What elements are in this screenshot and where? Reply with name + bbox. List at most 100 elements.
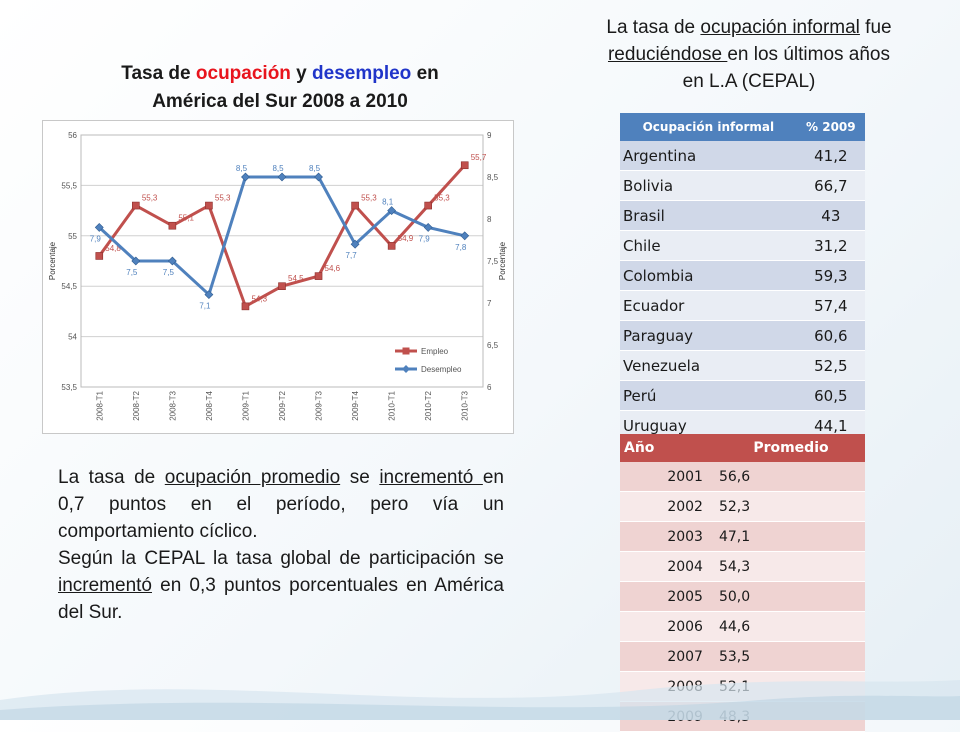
data-label: 7,7	[346, 251, 358, 260]
data-point-empleo	[460, 161, 469, 170]
right-tick-label: 7	[487, 299, 492, 308]
data-point-desempleo	[131, 256, 141, 266]
data-label: 54,6	[325, 264, 341, 273]
chart-title: Tasa de ocupación y desempleo en América…	[60, 60, 500, 116]
x-tick-label: 2009-T2	[278, 390, 287, 420]
right-heading-text1: La tasa de	[606, 17, 701, 38]
average-cell: 54,3	[716, 551, 865, 582]
right-axis-label: Porcentaje	[498, 241, 507, 280]
data-label: 54,8	[105, 244, 121, 253]
line-chart: 53,5 54 54,5 55 55,5 56 6 6,5 7 7,5 8 8,5 9 2008-T1 20…	[48, 131, 507, 421]
year-cell: 2005	[620, 581, 717, 612]
percent-cell: 57,4	[796, 290, 865, 321]
right-heading: La tasa de ocupación informal fue reduci…	[560, 14, 938, 95]
x-tick-label: 2008-T3	[168, 390, 177, 420]
data-point-empleo	[205, 201, 213, 210]
right-tick-label: 6	[487, 383, 492, 392]
percent-cell: 31,2	[796, 230, 865, 261]
year-cell: 2001	[620, 462, 717, 492]
left-tick-label: 54	[68, 333, 77, 342]
x-tick-label: 2010-T2	[424, 390, 433, 420]
table-row: 2004 54,3	[620, 551, 865, 582]
table-row: 2001 56,6	[620, 462, 865, 492]
country-cell: Brasil	[620, 200, 797, 231]
table-row: 2002 52,3	[620, 491, 865, 522]
year-cell: 2003	[620, 521, 717, 552]
left-tick-label: 55	[68, 232, 77, 241]
header-promedio: Promedio	[716, 434, 865, 462]
country-cell: Argentina	[620, 141, 797, 171]
decorative-wave	[0, 680, 960, 720]
table-row: Paraguay 60,6	[620, 320, 865, 351]
percent-cell: 66,7	[796, 170, 865, 201]
data-point-empleo	[314, 272, 323, 280]
p1-underlined-a: ocupación promedio	[164, 467, 341, 488]
right-heading-underlined2: reduciéndose	[607, 44, 728, 65]
table-row: 2003 47,1	[620, 521, 865, 552]
table-header-row: Año Promedio	[620, 434, 865, 462]
average-cell: 56,6	[716, 462, 865, 492]
left-tick-label: 53,5	[61, 383, 77, 392]
p1-text-b: se	[340, 467, 370, 488]
right-heading-text3: en los últimos años	[727, 44, 891, 65]
left-axis-label: Porcentaje	[48, 241, 57, 280]
year-cell: 2002	[620, 491, 717, 522]
left-tick-label: 54,5	[61, 282, 77, 291]
table-header-row: Ocupación informal % 2009	[620, 113, 865, 141]
left-tick-label: 55,5	[61, 181, 77, 190]
chart-title-part5: en	[411, 63, 439, 84]
data-point-desempleo	[460, 231, 470, 241]
percent-cell: 60,5	[796, 380, 865, 411]
paragraph-2: Según la CEPAL la tasa global de partici…	[58, 545, 504, 626]
header-percent-2009: % 2009	[796, 113, 865, 141]
country-cell: Bolivia	[620, 170, 797, 201]
table-row: Venezuela 52,5	[620, 350, 865, 381]
p2-text-b: en 0,3 puntos porcentuales en América de…	[58, 575, 504, 623]
table-row: Bolivia 66,7	[620, 170, 865, 201]
paragraph-1: La tasa de ocupación promedio se increme…	[58, 464, 504, 545]
legend-marker	[402, 347, 410, 355]
right-heading-underlined1: ocupación informal	[700, 17, 860, 38]
average-cell: 47,1	[716, 521, 865, 552]
chart-title-desempleo: desempleo	[312, 63, 412, 84]
data-label: 54,3	[251, 294, 267, 303]
year-cell: 2007	[620, 641, 717, 672]
x-tick-label: 2009-T4	[351, 390, 360, 420]
data-point-desempleo	[277, 172, 287, 182]
data-point-empleo	[278, 282, 286, 290]
data-point-desempleo	[94, 222, 104, 232]
table-row: Brasil 43	[620, 200, 865, 231]
data-label: 8,5	[309, 164, 321, 173]
data-point-desempleo	[167, 256, 177, 266]
data-label: 54,5	[288, 274, 304, 283]
data-label: 7,9	[419, 234, 431, 243]
informal-occupation-table: Ocupación informal % 2009 Argentina 41,2 B…	[620, 113, 865, 441]
country-cell: Perú	[620, 380, 797, 411]
header-ano: Año	[620, 434, 717, 462]
chart-title-part1: Tasa de	[121, 63, 196, 84]
x-tick-label: 2009-T3	[315, 390, 324, 420]
data-point-empleo	[351, 201, 359, 210]
chart-container: 53,5 54 54,5 55 55,5 56 6 6,5 7 7,5 8 8,5 9 2008-T1 20…	[42, 120, 514, 434]
data-label: 54,9	[398, 234, 414, 243]
percent-cell: 59,3	[796, 260, 865, 291]
table-row: Chile 31,2	[620, 230, 865, 261]
data-point-desempleo	[423, 222, 433, 232]
data-label: 8,1	[382, 198, 394, 207]
average-cell: 44,6	[716, 611, 865, 642]
table-row: 2005 50,0	[620, 581, 865, 612]
data-label: 55,7	[471, 153, 487, 162]
country-cell: Venezuela	[620, 350, 797, 381]
percent-cell: 60,6	[796, 320, 865, 351]
data-label: 55,3	[142, 194, 158, 203]
legend-label: Desempleo	[421, 365, 462, 374]
data-label: 55,1	[178, 214, 194, 223]
data-label: 7,8	[455, 243, 467, 252]
year-cell: 2004	[620, 551, 717, 582]
x-tick-label: 2008-T4	[205, 390, 214, 420]
body-text: La tasa de ocupación promedio se increme…	[58, 464, 504, 626]
data-label: 8,5	[236, 164, 248, 173]
right-tick-label: 9	[487, 131, 492, 140]
x-tick-label: 2008-T2	[132, 390, 141, 420]
data-label: 7,5	[126, 268, 138, 277]
